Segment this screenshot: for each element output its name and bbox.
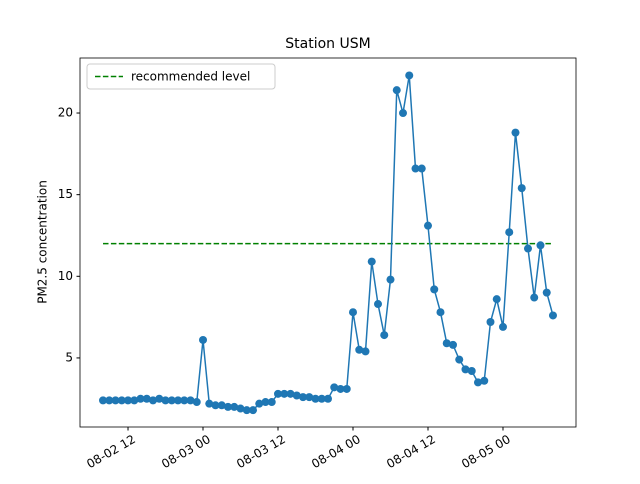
data-point — [211, 401, 220, 410]
data-point — [299, 393, 308, 402]
data-point — [548, 311, 557, 320]
data-point — [167, 396, 176, 405]
data-point — [217, 401, 226, 410]
legend-box — [86, 63, 276, 90]
data-point — [442, 339, 451, 348]
data-point — [105, 396, 114, 405]
data-point — [242, 406, 251, 415]
data-point — [367, 257, 376, 266]
data-point — [136, 394, 145, 403]
data-point — [480, 376, 489, 385]
data-point — [186, 396, 195, 405]
data-point — [411, 164, 420, 173]
data-point — [199, 335, 208, 344]
data-point — [392, 86, 401, 95]
data-point — [324, 394, 332, 403]
data-point — [461, 365, 470, 374]
data-point — [174, 396, 183, 405]
data-point — [348, 308, 357, 317]
y-tick-label: 15 — [58, 187, 73, 201]
data-point — [117, 396, 126, 405]
data-point — [448, 340, 457, 349]
data-point — [230, 402, 239, 411]
data-point — [486, 318, 495, 327]
data-point — [317, 394, 326, 403]
data-point — [155, 394, 164, 403]
data-point — [111, 396, 120, 405]
data-point — [292, 391, 301, 400]
data-point — [417, 164, 426, 173]
data-point — [280, 389, 289, 398]
data-point — [249, 406, 258, 415]
data-point — [124, 396, 133, 405]
data-point — [267, 398, 276, 407]
data-point — [149, 396, 158, 405]
legend-label: recommended level — [131, 70, 250, 84]
data-point — [505, 228, 514, 237]
data-point — [436, 308, 445, 317]
data-point — [236, 404, 245, 413]
data-point — [498, 322, 507, 331]
data-point — [336, 384, 345, 393]
data-point — [517, 184, 526, 193]
data-point — [380, 331, 389, 340]
data-point — [455, 355, 464, 364]
data-point — [130, 396, 139, 405]
data-point — [274, 389, 283, 398]
data-point — [511, 128, 520, 137]
data-point — [423, 221, 432, 230]
data-point — [398, 109, 407, 118]
y-tick-label: 20 — [58, 106, 73, 120]
data-point — [261, 398, 270, 407]
data-point — [255, 399, 264, 408]
y-tick-label: 5 — [65, 350, 73, 364]
data-point — [180, 396, 189, 405]
data-point — [311, 394, 320, 403]
data-point — [373, 300, 382, 309]
data-point — [530, 293, 539, 302]
y-axis-label: PM2.5 concentration — [36, 180, 50, 304]
axes-frame — [79, 57, 577, 428]
data-point — [405, 71, 414, 80]
data-point — [99, 396, 108, 405]
data-point — [205, 399, 214, 408]
data-point — [305, 393, 314, 402]
data-point — [536, 241, 545, 250]
data-point — [361, 347, 370, 356]
data-point — [473, 378, 482, 387]
data-point — [224, 402, 233, 411]
data-point — [192, 398, 201, 407]
data-point — [492, 295, 501, 304]
data-point — [542, 288, 551, 297]
data-point — [430, 285, 439, 294]
data-point — [467, 366, 476, 375]
data-point — [330, 383, 339, 392]
data-point — [355, 345, 364, 354]
y-tick-label: 10 — [58, 269, 73, 283]
data-point — [142, 394, 151, 403]
data-point — [342, 384, 351, 393]
chart-title: Station USM — [285, 36, 370, 52]
data-point — [161, 396, 170, 405]
data-point — [523, 244, 532, 253]
data-point — [386, 275, 395, 284]
data-point — [286, 389, 295, 398]
